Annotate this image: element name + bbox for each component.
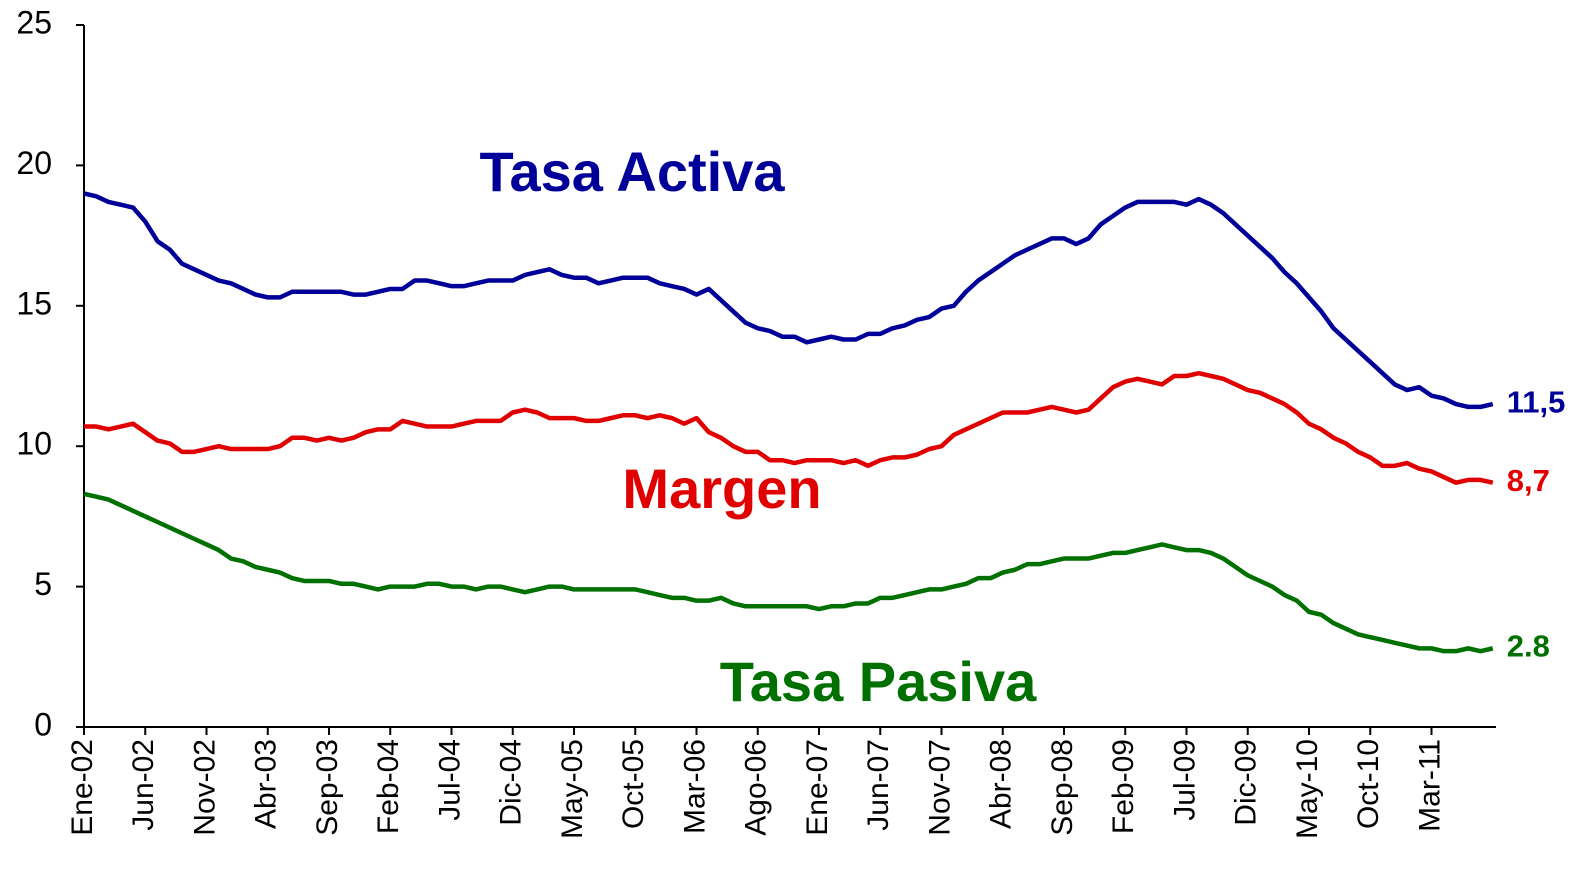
end-label: 11,5	[1507, 384, 1566, 419]
x-tick-label: Jun-02	[127, 739, 160, 831]
y-tick-label: 0	[34, 706, 52, 742]
y-tick-label: 10	[16, 426, 52, 462]
x-tick-label: Oct-10	[1352, 739, 1385, 829]
x-tick-label: Ene-02	[66, 739, 99, 836]
x-tick-label: Feb-09	[1107, 739, 1140, 834]
x-tick-label: Mar-11	[1413, 739, 1446, 832]
y-tick-label: 15	[16, 285, 52, 321]
end-label: 8,7	[1507, 463, 1550, 498]
x-tick-label: Mar-06	[678, 739, 711, 834]
series-name: Tasa Pasiva	[720, 650, 1037, 713]
series-name: Tasa Activa	[479, 140, 785, 203]
x-tick-label: Ago-06	[740, 739, 773, 836]
x-tick-label: Dic-04	[495, 739, 528, 826]
x-tick-label: Ene-07	[801, 739, 834, 836]
x-tick-label: Nov-02	[188, 739, 221, 836]
series-line	[83, 191, 1494, 410]
x-tick-label: Feb-04	[372, 739, 405, 834]
series-name: Margen	[622, 457, 821, 520]
y-tick-label: 5	[34, 566, 52, 602]
x-tick-label: May-10	[1291, 739, 1324, 839]
x-tick-label: Jul-04	[433, 739, 466, 821]
series-line	[84, 370, 1494, 485]
x-tick-label: Jul-09	[1168, 739, 1201, 821]
x-tick-label: May-05	[556, 739, 589, 839]
x-tick-label: Sep-08	[1046, 739, 1079, 836]
end-label: 2.8	[1507, 629, 1550, 664]
x-tick-label: Nov-07	[923, 739, 956, 836]
x-tick-label: Jun-07	[862, 739, 895, 831]
series-line	[83, 491, 1494, 654]
x-tick-label: Sep-03	[311, 739, 344, 836]
x-tick-label: Abr-08	[985, 739, 1018, 829]
y-tick-label: 20	[16, 145, 52, 181]
x-tick-label: Dic-09	[1230, 739, 1263, 826]
x-tick-label: Oct-05	[617, 739, 650, 829]
y-tick-label: 25	[16, 4, 52, 40]
x-tick-label: Abr-03	[250, 739, 283, 829]
